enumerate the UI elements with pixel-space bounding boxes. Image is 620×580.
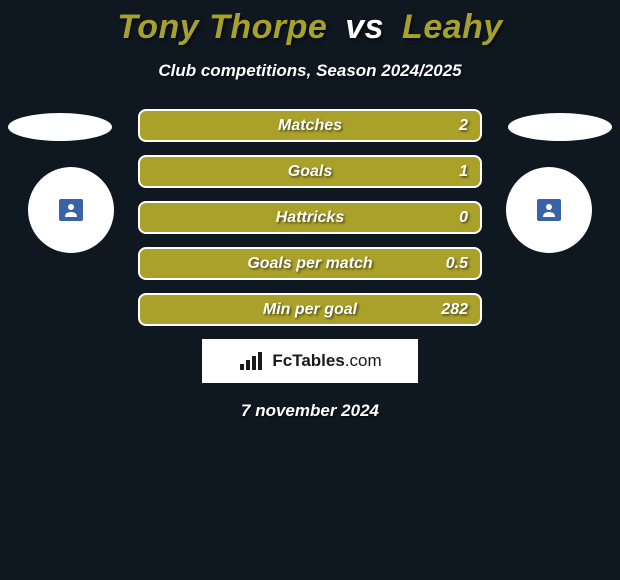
avatar-circle-left — [28, 167, 114, 253]
brand-name: FcTables — [272, 351, 344, 370]
brand-domain: .com — [345, 351, 382, 370]
avatar-placeholder-left — [59, 199, 83, 221]
chart-bars-icon — [238, 350, 266, 372]
stat-label: Matches — [278, 117, 342, 135]
stat-bar: Min per goal 282 — [138, 293, 482, 326]
stat-bar: Matches 2 — [138, 109, 482, 142]
stat-label: Goals — [288, 163, 332, 181]
stat-bars: Matches 2 Goals 1 Hattricks 0 Goals per … — [138, 109, 482, 326]
brand-text: FcTables.com — [272, 351, 381, 371]
avatar-circle-right — [506, 167, 592, 253]
stat-value-right: 2 — [459, 117, 468, 135]
vs-text: vs — [345, 8, 384, 46]
stat-bar: Hattricks 0 — [138, 201, 482, 234]
stat-value-right: 282 — [441, 301, 468, 319]
date-text: 7 november 2024 — [0, 401, 620, 421]
stat-label: Hattricks — [276, 209, 344, 227]
player2-name: Leahy — [402, 8, 503, 46]
title-row: Tony Thorpe vs Leahy — [0, 0, 620, 47]
stat-value-right: 0 — [459, 209, 468, 227]
subtitle: Club competitions, Season 2024/2025 — [0, 61, 620, 81]
stat-label: Min per goal — [263, 301, 357, 319]
branding-box: FcTables.com — [202, 339, 418, 383]
stat-bar: Goals per match 0.5 — [138, 247, 482, 280]
stat-label: Goals per match — [247, 255, 372, 273]
decoration-ellipse-left — [8, 113, 112, 141]
stat-value-right: 1 — [459, 163, 468, 181]
person-icon — [542, 203, 556, 217]
avatar-placeholder-right — [537, 199, 561, 221]
page-title: Tony Thorpe vs Leahy — [0, 8, 620, 47]
person-icon — [64, 203, 78, 217]
stat-value-right: 0.5 — [446, 255, 468, 273]
player1-name: Tony Thorpe — [117, 8, 327, 46]
comparison-content: Matches 2 Goals 1 Hattricks 0 Goals per … — [0, 109, 620, 421]
stat-bar: Goals 1 — [138, 155, 482, 188]
decoration-ellipse-right — [508, 113, 612, 141]
